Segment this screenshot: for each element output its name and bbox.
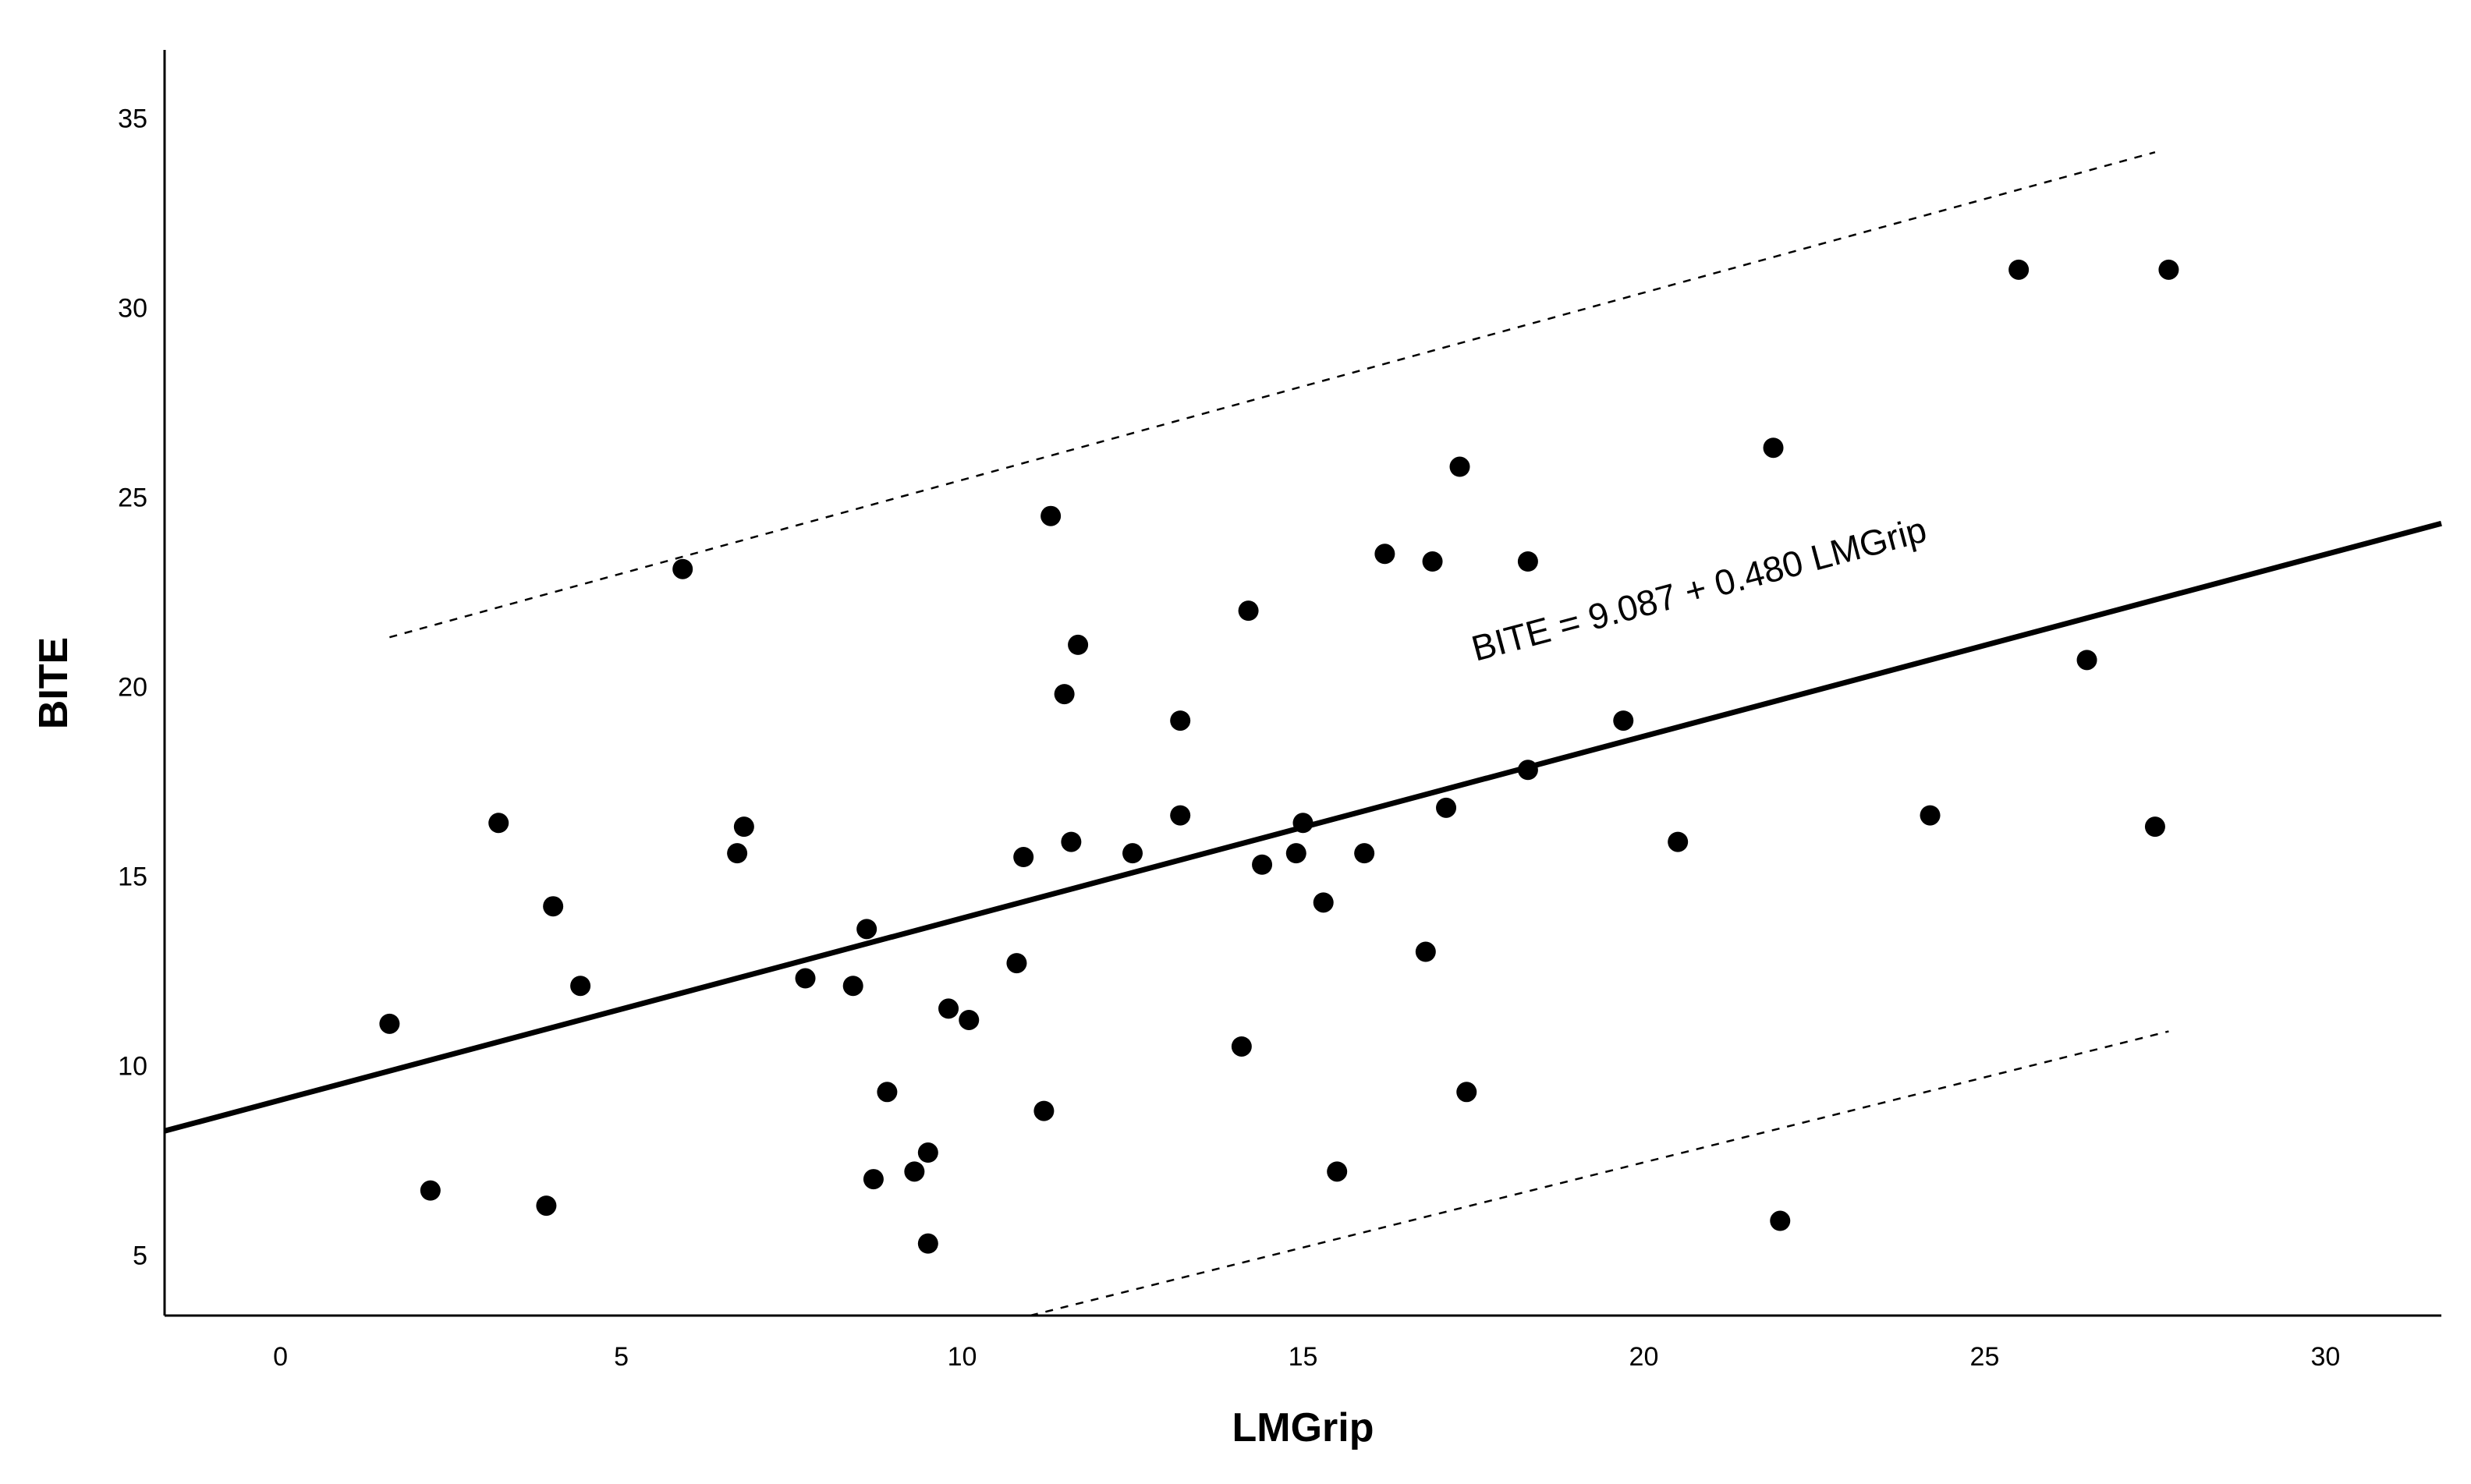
data-point [1231,1036,1252,1057]
data-point [877,1082,898,1103]
y-tick-label: 5 [133,1241,147,1270]
data-point [917,1233,938,1254]
data-point [2158,259,2179,280]
x-axis-title: LMGrip [1232,1405,1374,1450]
data-point [733,816,754,838]
data-point [1170,805,1191,826]
data-point [1763,437,1784,459]
data-point [1041,505,1062,526]
x-tick-label: 10 [948,1342,977,1372]
data-point [1415,941,1436,962]
y-tick-label: 15 [118,862,147,891]
x-tick-label: 25 [1970,1342,2000,1372]
data-point [379,1013,400,1034]
data-point [842,976,863,997]
data-point [672,558,693,579]
data-point [1517,760,1538,781]
x-tick-label: 15 [1289,1342,1318,1372]
data-point [543,896,564,917]
data-point [1033,1100,1055,1121]
data-point [856,919,877,940]
axes [163,50,2441,1317]
data-point [1422,551,1443,572]
data-point [1613,710,1634,731]
prediction-interval [389,151,2169,1317]
data-point [1668,831,1689,852]
data-point [863,1169,884,1190]
data-point [2144,816,2165,838]
data-point [420,1180,441,1201]
data-point [1238,600,1259,622]
data-point [1449,456,1470,477]
data-point [1374,544,1395,565]
data-point [1327,1161,1348,1182]
data-point [1122,843,1143,864]
y-tick-label: 30 [118,293,147,323]
data-point [795,968,816,989]
data-point [2076,650,2097,671]
x-tick-label: 30 [2311,1342,2341,1372]
data-point [1170,710,1191,731]
data-point [536,1195,557,1217]
data-point [917,1142,938,1163]
data-point [1436,797,1457,818]
lower-interval-line [1030,1030,2169,1317]
data-point [938,998,959,1019]
data-point [727,843,748,864]
data-point [1313,892,1334,913]
data-point [1354,843,1375,864]
data-point [488,813,509,834]
x-tick-label: 0 [273,1342,288,1372]
data-point [1920,805,1941,826]
data-point [2008,259,2030,280]
data-point [1068,634,1089,655]
fit-equation-label: BITE = 9.087 + 0.480 LMGrip [1467,508,1930,668]
y-axis-title: BITE [31,637,76,729]
data-point [1292,813,1313,834]
data-point [1456,1082,1477,1103]
y-tick-label: 25 [118,483,147,512]
upper-interval-line [389,151,2156,639]
y-tick-label: 20 [118,672,147,702]
data-point [1013,847,1034,868]
data-point [1285,843,1306,864]
data-point [570,976,591,997]
y-tick-label: 35 [118,104,147,133]
x-axis-ticks: 0 5 10 15 20 25 30 [273,1342,2340,1372]
x-tick-label: 20 [1629,1342,1659,1372]
data-point [1006,953,1027,974]
data-points [379,259,2179,1254]
x-tick-label: 5 [614,1342,629,1372]
data-point [1061,831,1082,852]
data-point [1770,1210,1791,1231]
data-point [904,1161,925,1182]
y-tick-label: 10 [118,1051,147,1081]
y-axis-ticks: 5 10 15 20 25 30 35 [118,104,147,1270]
data-point [1517,551,1538,572]
data-point [959,1009,980,1030]
data-point [1054,684,1075,705]
data-point [1252,854,1273,875]
